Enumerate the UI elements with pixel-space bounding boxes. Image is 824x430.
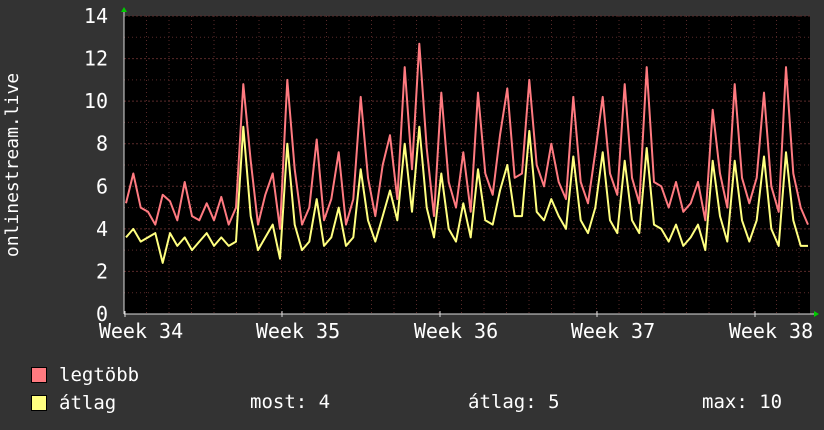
y-tick-label: 12 bbox=[84, 47, 108, 71]
series-line-avg bbox=[125, 125, 808, 264]
legend-label-max: legtöbb bbox=[59, 364, 140, 386]
x-axis-arrow bbox=[814, 311, 819, 317]
legend-swatch-max bbox=[31, 367, 47, 383]
y-tick-label: 0 bbox=[96, 302, 108, 326]
x-tick-label: Week 38 bbox=[729, 319, 813, 343]
series-line-max bbox=[125, 42, 809, 230]
legend-item-max: legtöbb bbox=[31, 364, 140, 386]
y-tick-label: 10 bbox=[84, 89, 108, 113]
x-tick-label: Week 37 bbox=[571, 319, 655, 343]
legend-item-avg: átlag bbox=[31, 392, 117, 414]
stat-max: max: 10 bbox=[702, 391, 783, 413]
line-chart: 0 2 4 6 8 10 12 14 Week 34 Week 35 Week 36 Week 37… bbox=[2, 4, 819, 343]
x-tick-label: Week 36 bbox=[414, 319, 498, 343]
y-tick-label: 4 bbox=[96, 217, 108, 241]
series-lines bbox=[125, 42, 809, 264]
y-axis-arrow bbox=[121, 7, 127, 12]
legend-label-avg: átlag bbox=[59, 392, 117, 414]
y-tick-label: 8 bbox=[96, 132, 108, 156]
y-axis-label: onlinestream.live bbox=[2, 73, 23, 257]
y-tick-label: 2 bbox=[96, 259, 108, 283]
legend-swatch-avg bbox=[31, 395, 47, 411]
stat-now: most: 4 bbox=[250, 391, 331, 413]
y-tick-labels: 0 2 4 6 8 10 12 14 bbox=[84, 4, 108, 326]
x-tick-label: Week 35 bbox=[256, 319, 340, 343]
y-tick-label: 14 bbox=[84, 4, 108, 28]
x-tick-label: Week 34 bbox=[99, 319, 183, 343]
plot-area bbox=[124, 16, 810, 314]
x-tick-labels: Week 34 Week 35 Week 36 Week 37 Week 38 bbox=[99, 311, 813, 343]
stat-avg: átlag: 5 bbox=[468, 391, 560, 413]
axes bbox=[121, 7, 819, 317]
y-tick-label: 6 bbox=[96, 174, 108, 198]
